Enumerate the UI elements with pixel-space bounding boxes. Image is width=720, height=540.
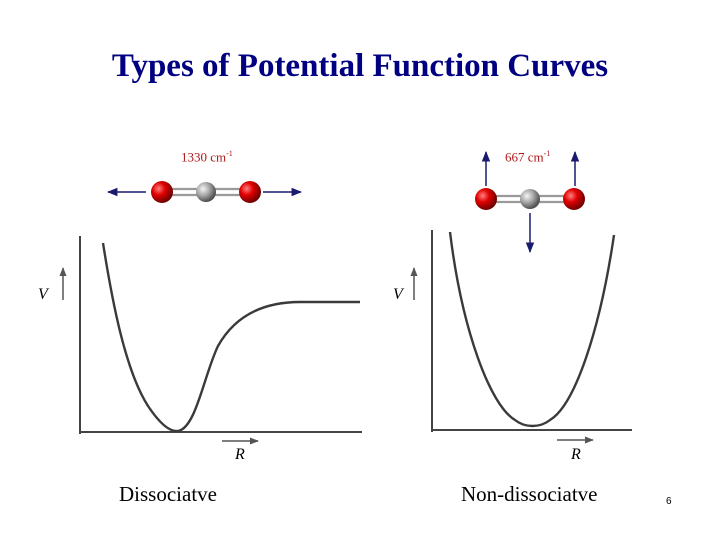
- left-frequency-value: 1330 cm: [181, 149, 227, 165]
- right-carbon-atom: [520, 189, 540, 209]
- slide-title: Types of Potential Function Curves: [111, 48, 609, 84]
- page-number: 6: [666, 496, 672, 507]
- left-v-axis-label: V: [38, 286, 48, 303]
- left-molecule: [106, 181, 303, 203]
- harmonic-potential-curve: [448, 231, 616, 428]
- left-caption: Dissociatve: [119, 482, 217, 506]
- dissociative-potential-curve: [101, 242, 360, 433]
- left-r-axis-label: R: [235, 446, 245, 463]
- left-frequency-exponent: -1: [226, 149, 233, 158]
- left-plot: [59, 236, 362, 445]
- right-oxygen-atom-1: [475, 188, 497, 210]
- left-oxygen-atom-1: [151, 181, 173, 203]
- right-oxygen-atom-2: [563, 188, 585, 210]
- right-molecule: [475, 150, 585, 254]
- right-plot: [410, 230, 632, 444]
- right-frequency-label: 667 cm-1: [505, 149, 550, 165]
- right-caption: Non-dissociatve: [461, 482, 598, 506]
- left-carbon-atom: [196, 182, 216, 202]
- right-frequency-exponent: -1: [543, 149, 551, 158]
- right-frequency-value: 667 cm: [505, 149, 544, 165]
- left-oxygen-atom-2: [239, 181, 261, 203]
- left-frequency-label: 1330 cm-1: [181, 149, 233, 165]
- right-r-axis-label: R: [571, 446, 581, 463]
- right-v-axis-label: V: [393, 286, 403, 303]
